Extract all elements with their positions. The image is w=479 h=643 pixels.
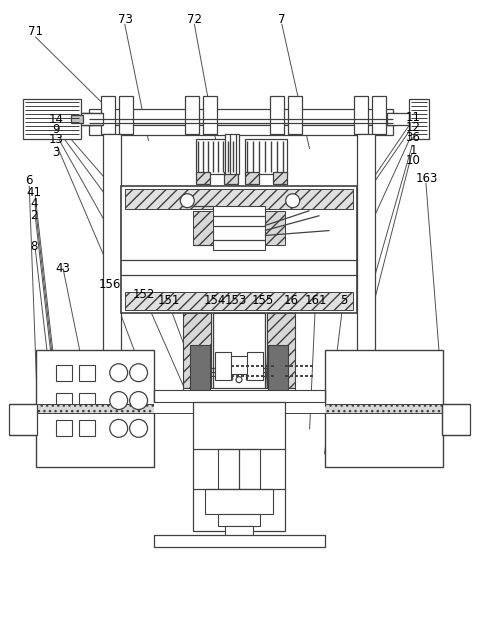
- Bar: [119, 96, 133, 134]
- Bar: [218, 449, 260, 489]
- Text: 6: 6: [25, 174, 33, 187]
- Text: 152: 152: [132, 287, 155, 301]
- Bar: [153, 390, 324, 401]
- Bar: [203, 96, 217, 134]
- Bar: [153, 395, 324, 413]
- Bar: [81, 113, 103, 125]
- Text: 2: 2: [31, 209, 38, 222]
- Bar: [56, 421, 72, 437]
- Bar: [357, 134, 375, 452]
- Bar: [387, 113, 397, 125]
- Bar: [213, 313, 265, 388]
- Text: 41: 41: [27, 186, 42, 199]
- Bar: [213, 206, 265, 250]
- Text: 154: 154: [204, 294, 227, 307]
- Text: 9: 9: [52, 123, 60, 136]
- Bar: [224, 172, 238, 184]
- Bar: [56, 393, 72, 408]
- Bar: [225, 526, 253, 536]
- Bar: [193, 211, 213, 246]
- Circle shape: [236, 377, 242, 383]
- Bar: [79, 365, 95, 381]
- Bar: [442, 404, 469, 435]
- Text: 73: 73: [118, 14, 133, 26]
- Text: 5: 5: [340, 294, 347, 307]
- Circle shape: [110, 392, 127, 410]
- Text: 14: 14: [48, 113, 64, 125]
- Bar: [23, 99, 81, 139]
- Bar: [288, 96, 302, 134]
- Text: 7: 7: [278, 14, 285, 26]
- Text: 1: 1: [409, 145, 417, 158]
- Circle shape: [110, 364, 127, 382]
- Text: 161: 161: [304, 294, 327, 307]
- Bar: [56, 365, 72, 381]
- Bar: [247, 352, 263, 379]
- Bar: [183, 388, 295, 403]
- Bar: [71, 115, 83, 123]
- Bar: [268, 345, 288, 397]
- Bar: [205, 489, 273, 514]
- Bar: [215, 352, 231, 379]
- Bar: [245, 172, 259, 184]
- Bar: [36, 350, 153, 467]
- Bar: [193, 401, 285, 530]
- Bar: [270, 96, 284, 134]
- Bar: [89, 125, 393, 135]
- Bar: [225, 134, 239, 174]
- Text: 163: 163: [416, 172, 438, 185]
- Bar: [265, 211, 285, 246]
- Bar: [387, 113, 409, 125]
- Circle shape: [130, 419, 148, 437]
- Text: 153: 153: [225, 294, 247, 307]
- Text: 4: 4: [31, 197, 38, 210]
- Bar: [196, 139, 238, 174]
- Text: 12: 12: [406, 121, 421, 134]
- Bar: [326, 350, 443, 467]
- Bar: [190, 345, 210, 397]
- Bar: [218, 514, 260, 526]
- Circle shape: [181, 194, 194, 208]
- Text: 156: 156: [99, 278, 121, 291]
- Bar: [185, 96, 199, 134]
- Bar: [79, 421, 95, 437]
- Bar: [230, 356, 248, 374]
- Bar: [79, 393, 95, 408]
- Bar: [354, 96, 368, 134]
- Text: 11: 11: [406, 111, 421, 123]
- Text: 155: 155: [252, 294, 274, 307]
- Text: 13: 13: [49, 132, 64, 145]
- Text: 71: 71: [28, 25, 43, 38]
- Bar: [36, 404, 442, 413]
- Circle shape: [130, 364, 148, 382]
- Bar: [10, 404, 37, 435]
- Bar: [153, 535, 324, 547]
- Bar: [103, 134, 121, 452]
- Text: 36: 36: [406, 131, 421, 143]
- Bar: [267, 313, 295, 388]
- Circle shape: [110, 419, 127, 437]
- Bar: [183, 313, 211, 388]
- Bar: [372, 96, 386, 134]
- Bar: [89, 109, 393, 125]
- Bar: [121, 186, 357, 313]
- Text: 16: 16: [283, 294, 298, 307]
- Text: 10: 10: [406, 154, 421, 167]
- Text: 3: 3: [52, 147, 60, 159]
- Bar: [125, 292, 354, 310]
- Text: 43: 43: [56, 262, 70, 275]
- Circle shape: [130, 392, 148, 410]
- Bar: [273, 172, 287, 184]
- Bar: [245, 139, 287, 174]
- Circle shape: [286, 194, 300, 208]
- Text: 72: 72: [187, 14, 202, 26]
- Bar: [83, 113, 93, 125]
- Bar: [409, 99, 429, 139]
- Bar: [101, 96, 115, 134]
- Text: 8: 8: [31, 240, 38, 253]
- Bar: [196, 172, 210, 184]
- Bar: [125, 189, 354, 209]
- Text: 151: 151: [157, 294, 180, 307]
